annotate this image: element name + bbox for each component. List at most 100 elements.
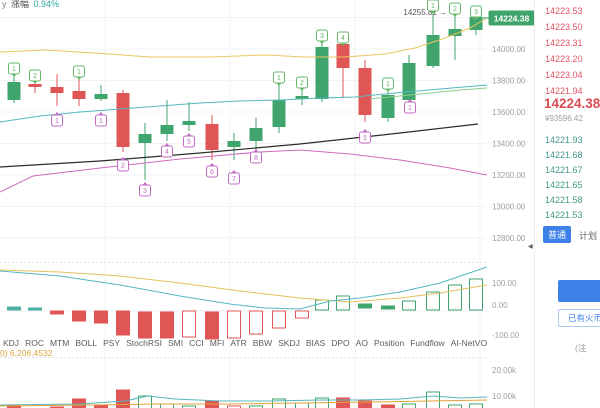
signal-badge-number: 2 — [453, 6, 457, 13]
vol-bar — [227, 405, 241, 408]
signal-badge-number: 8 — [254, 155, 258, 162]
signal-badge-pointer — [76, 77, 82, 80]
bid-row[interactable]: 14221.67 — [545, 165, 583, 175]
signal-badge-number: 5 — [187, 139, 191, 146]
osc-bar — [94, 310, 108, 324]
bid-row[interactable]: 14221.68 — [545, 150, 583, 160]
signal-badge-number: 6 — [210, 169, 214, 176]
bid-row[interactable]: 14221.65 — [545, 180, 583, 190]
osc-bar — [249, 310, 263, 335]
osc-bar — [160, 311, 174, 339]
candle — [116, 93, 130, 147]
osc-bar — [227, 310, 241, 339]
candle — [336, 44, 350, 68]
indicator-tab-ai-netvol[interactable]: AI-NetVOL — [450, 338, 487, 348]
ask-row[interactable]: 14223.04 — [545, 70, 583, 80]
signal-badge-pointer — [452, 14, 458, 17]
candle — [50, 87, 64, 93]
bid-row[interactable]: 14221.58 — [545, 195, 583, 205]
axis-label: 13800.00 — [492, 77, 526, 86]
bid-row[interactable]: 14221.53 — [545, 210, 583, 220]
indicator-tab-boll[interactable]: BOLL — [75, 338, 98, 348]
indicator-tab-mtm[interactable]: MTM — [49, 338, 70, 348]
candle — [182, 121, 196, 125]
indicator-tab-mfi[interactable]: MFI — [209, 338, 225, 348]
signal-badge-number: 1 — [77, 69, 81, 76]
last-price-cny: ¥93596.42 — [545, 114, 583, 123]
signal-badge-pointer — [319, 41, 325, 44]
ask-list: 14223.53 14223.50 14223.31 14223.20 14223.04… — [535, 0, 600, 99]
candle — [227, 141, 241, 147]
has-account-button[interactable]: 已有火币 — [558, 309, 600, 327]
signal-badge-pointer — [54, 112, 60, 115]
indicator-tab-psy[interactable]: PSY — [103, 338, 121, 348]
osc-bar — [50, 310, 64, 315]
indicator-tab-skdj[interactable]: SKDJ — [278, 338, 300, 348]
indicator-tab-atr[interactable]: ATR — [230, 338, 247, 348]
osc-line — [0, 266, 488, 310]
order-type-normal-button[interactable]: 普通 — [543, 226, 572, 243]
signal-badge-pointer — [253, 149, 259, 152]
signal-badge-pointer — [430, 11, 436, 14]
signal-badge-number: 1 — [55, 118, 59, 125]
candle — [138, 134, 152, 143]
candle — [28, 84, 42, 87]
indicator-tab-cci[interactable]: CCI — [189, 338, 204, 348]
signal-badge-number: 3 — [474, 9, 478, 16]
axis-collapse-icon[interactable]: ◀ — [528, 244, 533, 250]
indicator-tab-bias[interactable]: BIAS — [305, 338, 326, 348]
vol-bar — [448, 404, 462, 408]
primary-action-button[interactable] — [558, 280, 600, 302]
bid-row[interactable]: 14221.93 — [545, 135, 583, 145]
indicator-tab-position[interactable]: Position — [373, 338, 405, 348]
indicator-tab-smi[interactable]: SMI — [167, 338, 184, 348]
osc-bar — [138, 311, 152, 339]
vol-bar — [469, 403, 483, 408]
indicator-tab-roc[interactable]: ROC — [25, 338, 44, 348]
vol-bar — [295, 402, 309, 408]
chart-canvas[interactable]: 14000.00 13800.00 13600.00 13400.00 13200.00… — [0, 0, 534, 408]
signal-badge-number: 2 — [300, 80, 304, 87]
candle — [448, 29, 462, 36]
signal-badge-number: 2 — [33, 73, 37, 80]
signal-badge-pointer — [407, 99, 413, 102]
signal-badge-number: 1 — [408, 105, 412, 112]
candle — [272, 100, 286, 127]
indicator-tab-bbw[interactable]: BBW — [252, 338, 273, 348]
signal-badge-pointer — [186, 133, 192, 136]
last-price-tag-value: 14224.38 — [494, 14, 530, 24]
signal-badge-pointer — [142, 182, 148, 185]
signal-badge-number: 4 — [165, 149, 169, 156]
vol-bar — [182, 405, 196, 408]
ask-row[interactable]: 14223.31 — [545, 38, 583, 48]
indicator-tab-stochrsi[interactable]: StochRSI — [126, 338, 162, 348]
ask-row[interactable]: 14223.53 — [545, 6, 583, 16]
vol-bar — [381, 404, 395, 408]
candle — [249, 128, 263, 141]
signal-badge-pointer — [120, 157, 126, 160]
change-label: 涨幅 — [11, 0, 30, 9]
axis-label: 13400.00 — [492, 140, 526, 149]
ask-row[interactable]: 14221.94 — [545, 86, 583, 96]
ask-row[interactable]: 14223.50 — [545, 22, 583, 32]
signal-badge-number: 1 — [277, 75, 281, 82]
osc-bar — [7, 306, 21, 311]
axis-label: 12800.00 — [492, 234, 526, 243]
price-axis-strip — [487, 0, 534, 408]
ma-line — [369, 87, 488, 100]
indicator-tab-dpo[interactable]: DPO — [331, 338, 350, 348]
ask-row[interactable]: 14223.20 — [545, 54, 583, 64]
vol-line — [0, 395, 488, 406]
axis-label: 13600.00 — [492, 108, 526, 117]
osc-bar — [448, 284, 462, 311]
indicator-tab-fundflow[interactable]: Fundflow — [410, 338, 445, 348]
indicator-tab-ao[interactable]: AO — [355, 338, 368, 348]
osc-line — [0, 269, 488, 303]
indicator-tab-kdj[interactable]: KDJ — [3, 338, 20, 348]
signal-badge-number: 2 — [121, 163, 125, 170]
ma-line — [0, 123, 479, 168]
osc-bar — [381, 305, 395, 310]
order-type-plan-tab[interactable]: 计划 — [579, 231, 598, 241]
candle — [7, 82, 21, 100]
order-book: 14223.53 14223.50 14223.31 14223.20 14223.04… — [534, 0, 600, 408]
